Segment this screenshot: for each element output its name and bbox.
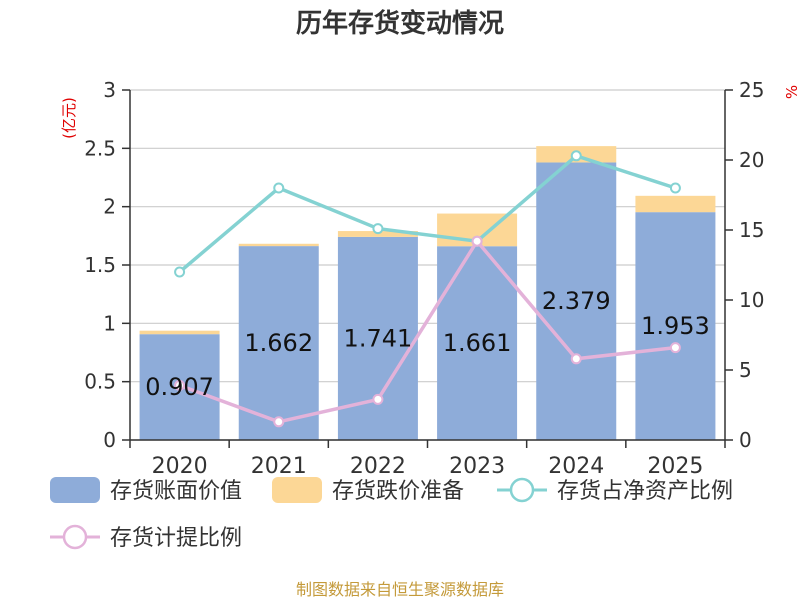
line-point [372, 393, 384, 405]
y-left-unit: (亿元) [60, 97, 78, 139]
x-tick-label: 2021 [251, 454, 307, 479]
y-left-tick-label: 1.5 [84, 253, 116, 277]
lines [174, 150, 681, 428]
series-line [178, 153, 676, 274]
bar [139, 330, 220, 335]
legend-swatch [272, 477, 322, 503]
bar-value-label: 1.662 [244, 329, 313, 357]
line-point [273, 182, 285, 194]
axes [122, 89, 733, 448]
y-left-tick-labels: 0 0.5 1 1.5 2 2.5 3 [84, 78, 116, 452]
bar [437, 246, 518, 440]
line-point [174, 379, 186, 391]
line-point [372, 223, 384, 235]
line-point [570, 353, 582, 365]
y-left-tick-label: 2.5 [84, 136, 116, 160]
legend-marker [62, 524, 88, 550]
y-left-tick-label: 0.5 [84, 370, 116, 394]
y-right-tick-label: 15 [739, 218, 764, 242]
bar-value-label: 0.907 [145, 373, 214, 401]
bars [139, 146, 716, 440]
x-tick-label: 2020 [152, 454, 208, 479]
x-tick-labels: 2020 2021 2022 2023 2024 2025 [152, 454, 704, 479]
y-right-tick-label: 25 [739, 78, 764, 102]
bar-value-label: 2.379 [542, 287, 611, 315]
x-tick-label: 2023 [449, 454, 505, 479]
line-point [669, 182, 681, 194]
y-right-unit: % [783, 85, 800, 99]
bar-labels: 0.907 1.662 1.741 1.661 2.379 1.953 [145, 287, 710, 401]
y-right-tick-label: 5 [739, 358, 752, 382]
line-point [570, 150, 582, 162]
line-point [471, 235, 483, 247]
line-point [174, 266, 186, 278]
chart-title: 历年存货变动情况 [296, 8, 504, 39]
bar [238, 246, 319, 440]
y-left-tick-label: 1 [103, 311, 116, 335]
legend-label: 存货跌价准备 [332, 479, 464, 504]
bar [238, 243, 319, 247]
x-tick-label: 2022 [350, 454, 406, 479]
y-left-tick-label: 3 [103, 78, 116, 102]
line-point [273, 416, 285, 428]
series-line [178, 238, 676, 424]
legend-swatch [50, 477, 100, 503]
y-right-tick-label: 20 [739, 148, 764, 172]
legend-label: 存货计提比例 [110, 526, 242, 551]
bar-value-label: 1.741 [344, 324, 413, 352]
y-right-tick-label: 0 [739, 428, 752, 452]
x-tick-label: 2025 [647, 454, 703, 479]
bar-value-label: 1.661 [443, 329, 512, 357]
bar [635, 195, 716, 213]
y-left-tick-label: 0 [103, 428, 116, 452]
legend-label: 存货占净资产比例 [557, 479, 733, 504]
x-tick-label: 2024 [548, 454, 604, 479]
line-point [669, 342, 681, 354]
bar [536, 162, 617, 440]
y-right-tick-labels: 0 5 10 15 20 25 [739, 78, 764, 452]
y-left-tick-label: 2 [103, 195, 116, 219]
bar [635, 212, 716, 440]
source-note: 制图数据来自恒生聚源数据库 [296, 580, 504, 599]
y-right-tick-label: 10 [739, 288, 764, 312]
legend-marker [509, 477, 535, 503]
bar-value-label: 1.953 [641, 312, 710, 340]
legend-label: 存货账面价值 [110, 479, 242, 504]
